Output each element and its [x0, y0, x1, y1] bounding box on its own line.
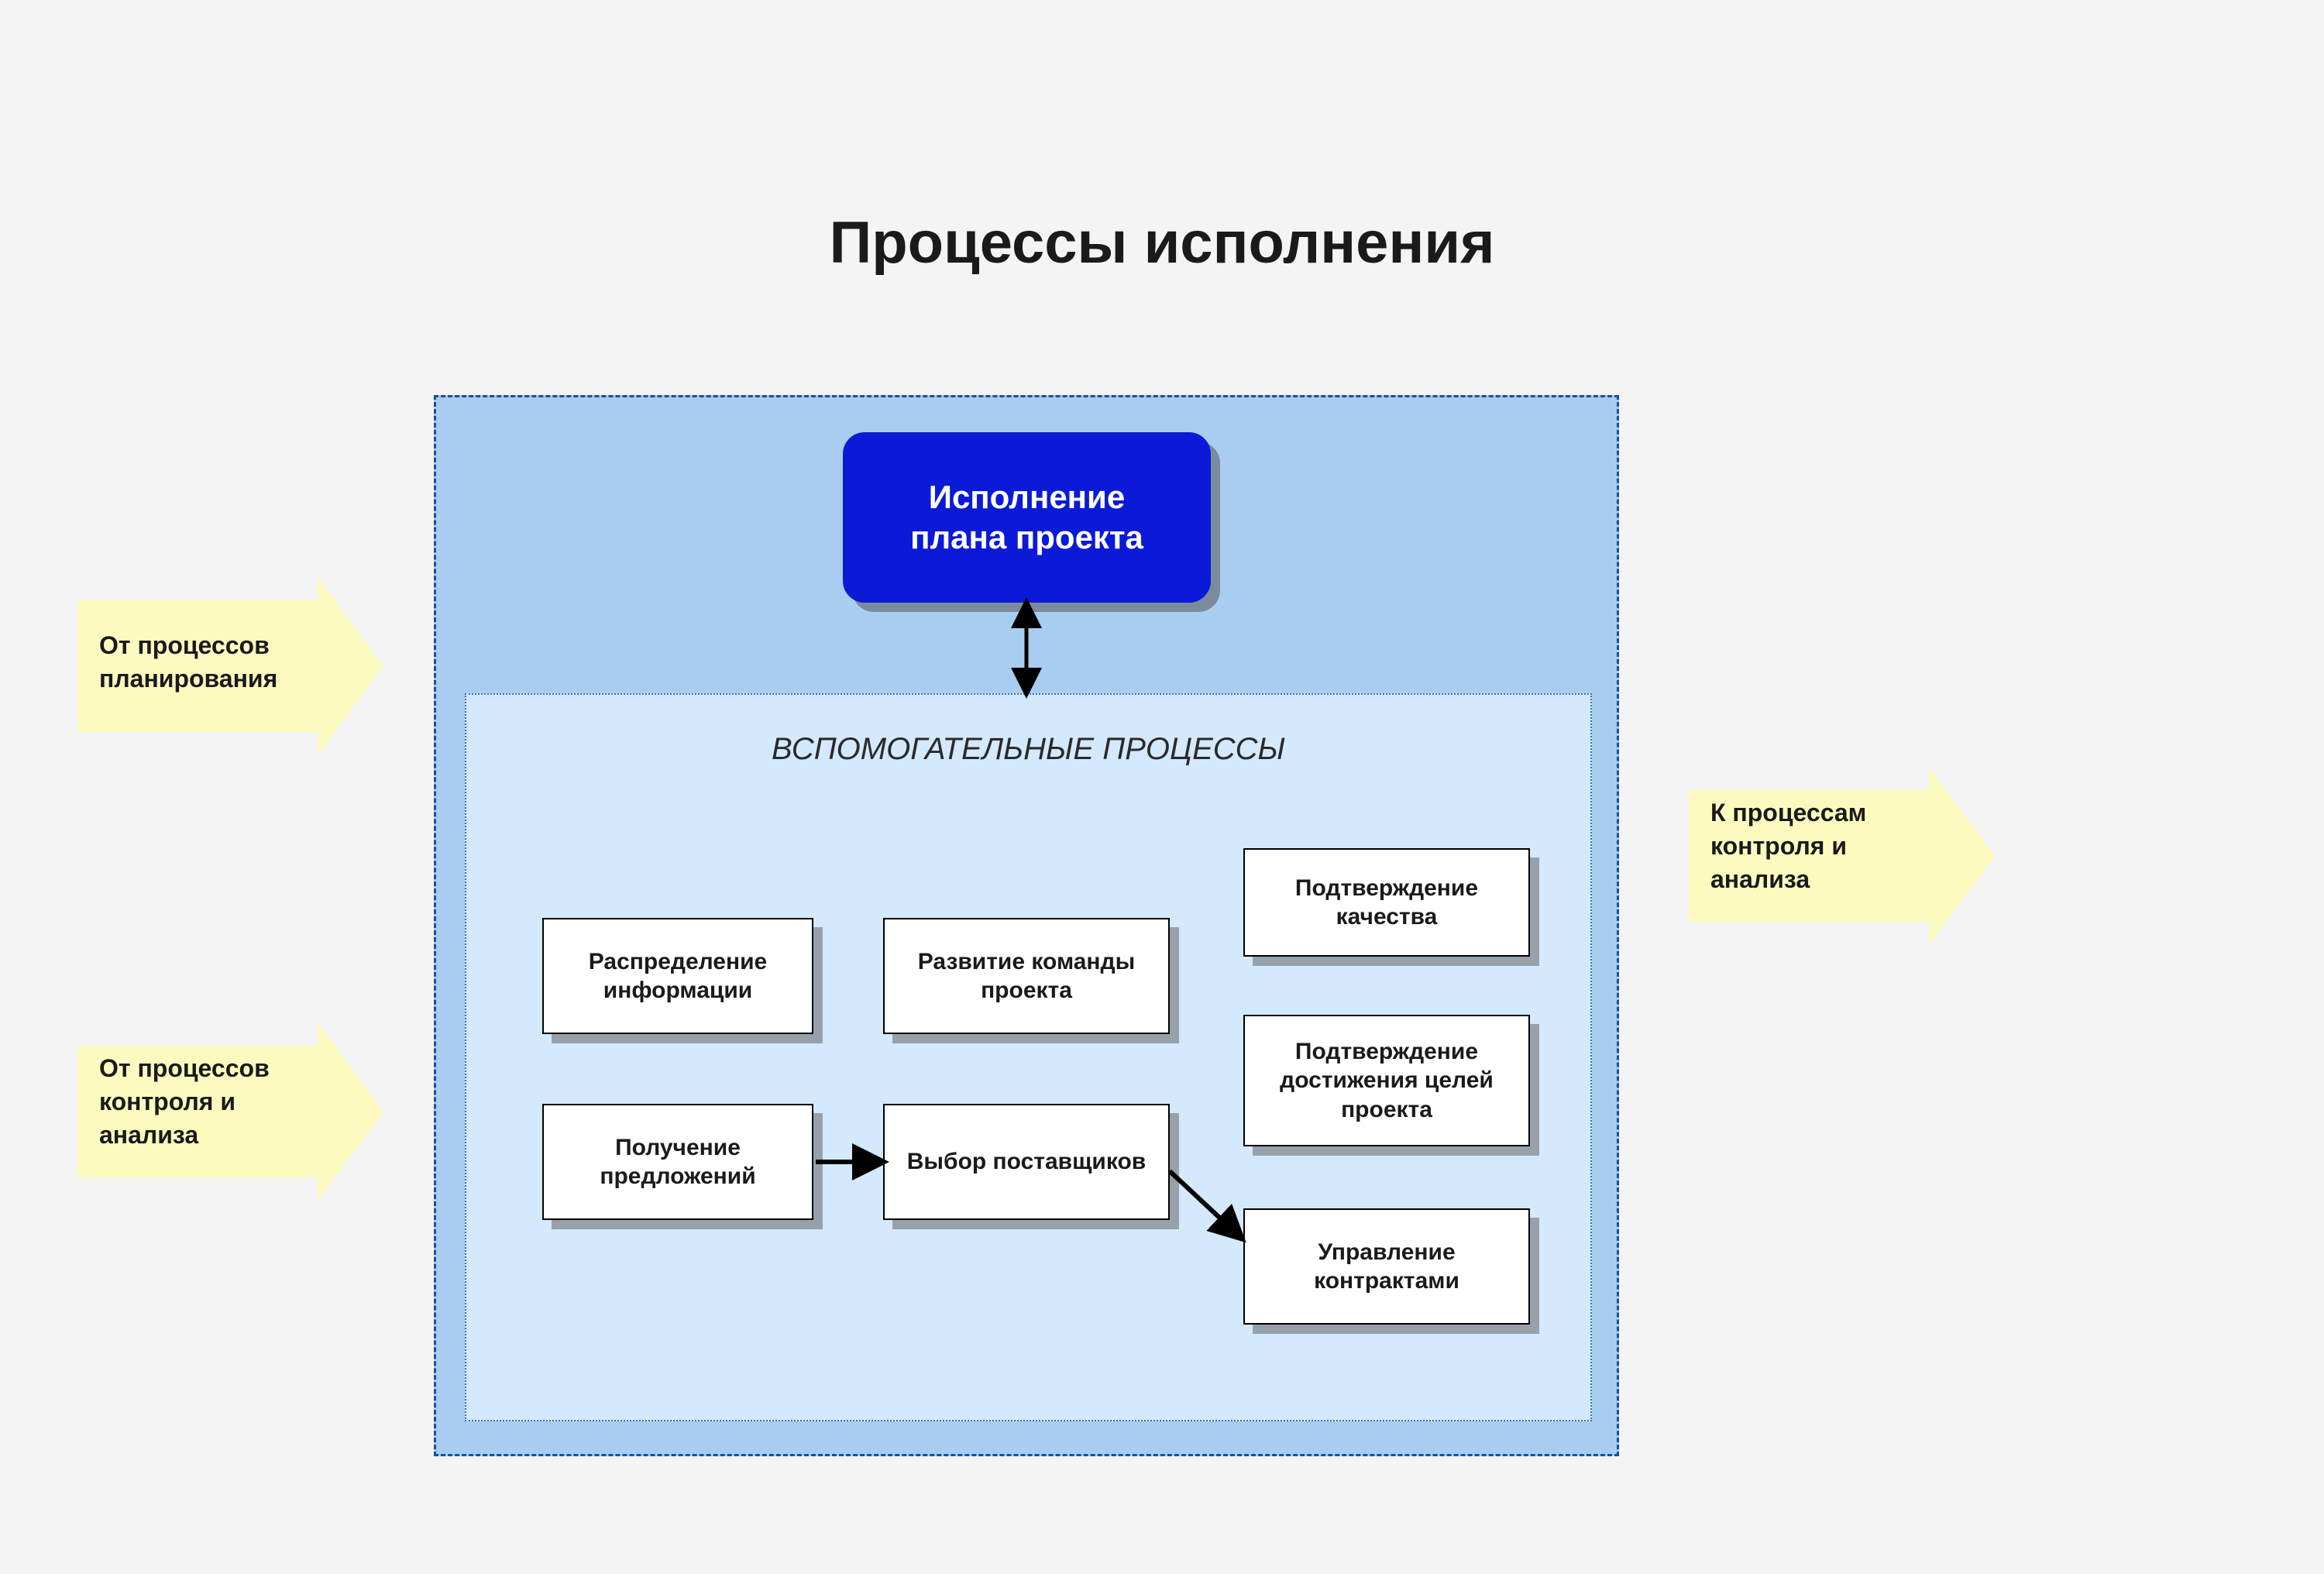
sub-node-qa-confirm: Подтверждениекачества	[1243, 848, 1530, 957]
sub-node-team-dev: Развитие командыпроекта	[883, 918, 1170, 1034]
flow-arrow-in-control-head	[318, 1022, 383, 1201]
flow-arrow-in-plan-head	[318, 577, 383, 755]
diagram-title: Процессы исполнения	[0, 209, 2324, 277]
sub-node-receive-bids: Получениепредложений	[542, 1104, 813, 1220]
flow-arrow-in-control-label: От процессовконтроля ианализа	[99, 1052, 270, 1153]
sub-node-choose-sup: Выбор поставщиков	[883, 1104, 1170, 1220]
flow-arrow-out-control-label: К процессамконтроля ианализа	[1710, 796, 1866, 897]
sub-node-dist-info: Распределениеинформации	[542, 918, 813, 1034]
flow-arrow-out-control-head	[1929, 767, 1995, 945]
main-node: Исполнениеплана проекта	[843, 432, 1211, 603]
sub-node-goal-confirm: Подтверждениедостижения целейпроекта	[1243, 1015, 1530, 1146]
sub-node-contract-mgmt: Управлениеконтрактами	[1243, 1208, 1530, 1325]
flow-arrow-in-plan-label: От процессовпланирования	[99, 629, 277, 696]
inner-container-title: ВСПОМОГАТЕЛЬНЫЕ ПРОЦЕССЫ	[465, 732, 1592, 767]
